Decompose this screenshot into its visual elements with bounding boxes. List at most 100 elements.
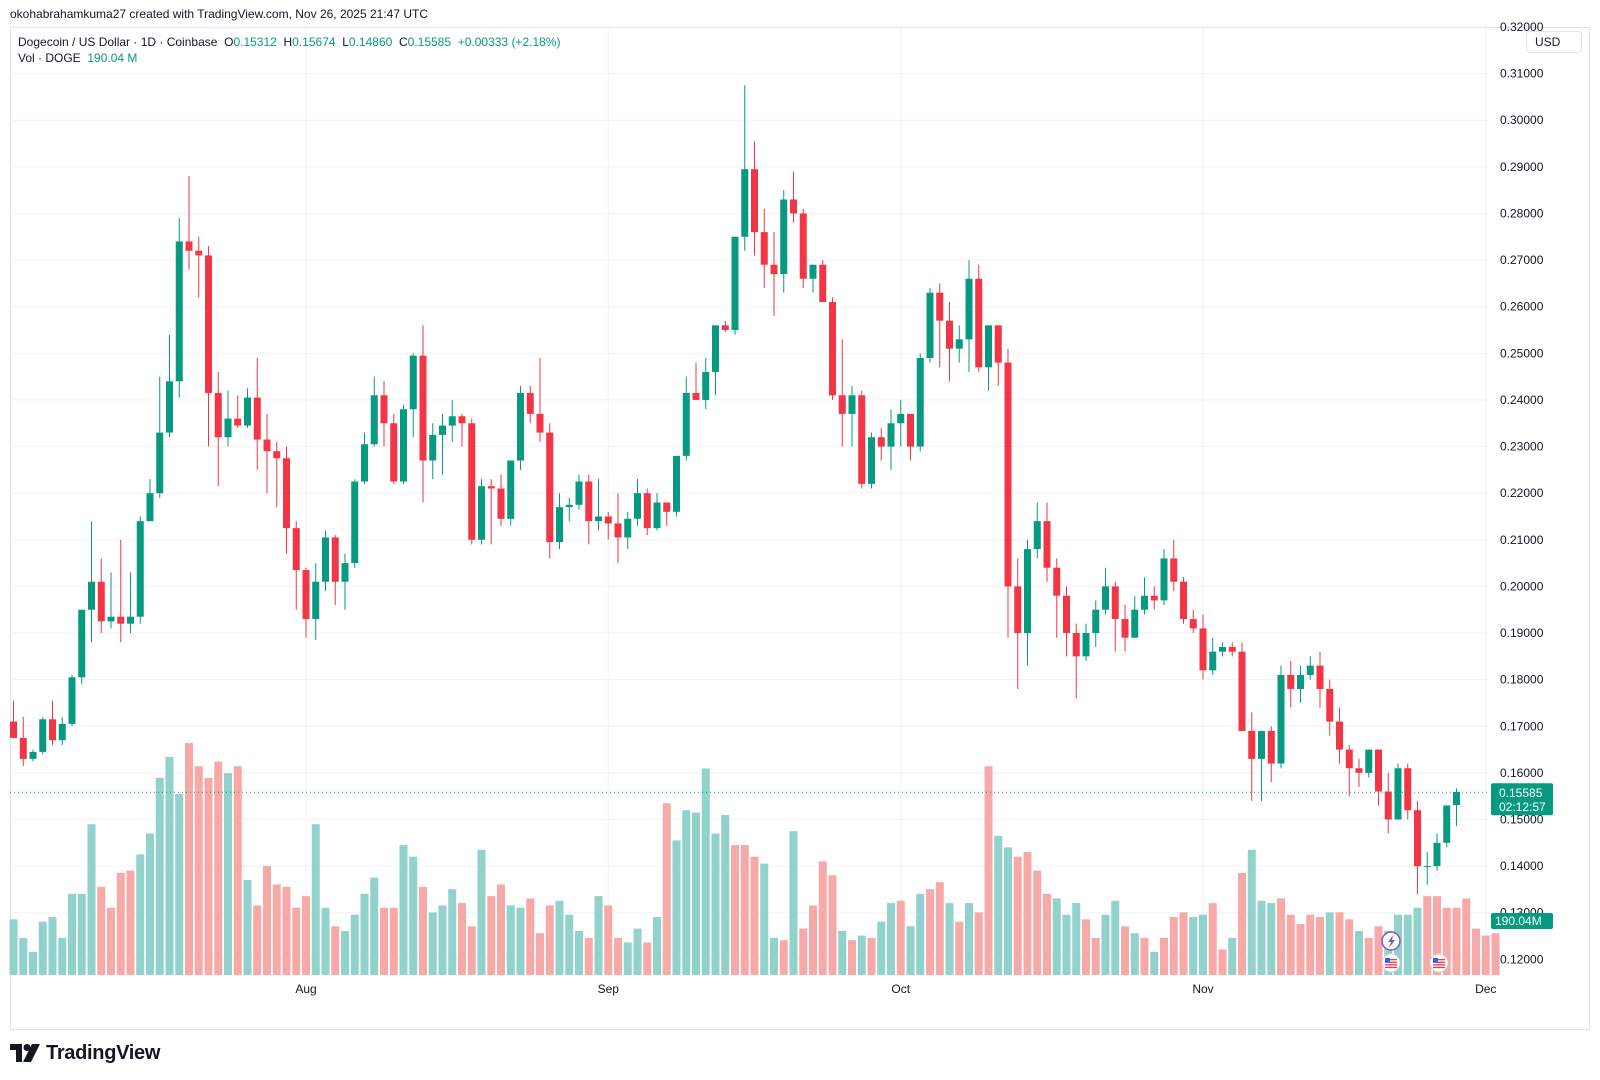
candle-body (1228, 647, 1236, 652)
volume-bar (1277, 898, 1285, 975)
candle-body (760, 232, 768, 265)
volume-bar (1267, 903, 1276, 975)
price-tick-label: 0.29000 (1500, 160, 1544, 174)
volume-bar (1238, 872, 1246, 975)
candle-body (517, 392, 524, 461)
price-tick-label: 0.20000 (1500, 579, 1544, 593)
us-flag-event-icon-dec[interactable] (1429, 953, 1449, 973)
volume-bar (194, 766, 203, 975)
volume-bar (1218, 949, 1227, 975)
flag-stripe (1385, 961, 1397, 963)
time-tick-label: Dec (1475, 982, 1496, 996)
candle-body (351, 481, 359, 564)
volume-bar (1121, 926, 1129, 975)
volume-value: 190.04 M (87, 51, 138, 65)
candle-body (224, 418, 232, 438)
candle-body (1121, 619, 1129, 638)
candle-body (1423, 866, 1431, 868)
volume-bar (965, 903, 973, 975)
candle-body (1033, 521, 1041, 550)
candle-body (1053, 567, 1061, 596)
candle-body (819, 264, 827, 303)
candle-body (1306, 665, 1314, 675)
volume-bar (1023, 852, 1032, 975)
candle-body (1160, 558, 1168, 601)
volume-bar (994, 835, 1003, 975)
volume-bar (789, 831, 798, 975)
candle-body (205, 255, 212, 393)
us-flag-event-icon[interactable] (1381, 953, 1401, 973)
volume-bar (857, 935, 866, 975)
volume-bar (175, 794, 184, 975)
symbol-title[interactable]: Dogecoin / US Dollar · 1D · Coinbase (18, 35, 218, 49)
open-label: O (224, 35, 234, 49)
currency-button[interactable]: USD (1526, 31, 1582, 53)
candle-body (1277, 674, 1285, 764)
volume-bar (282, 886, 291, 975)
candle-body (497, 488, 505, 519)
volume-bar (721, 814, 730, 975)
candle-body (361, 444, 368, 482)
candlestick-chart[interactable]: 0.32000 0.31000 0.30000 0.29000 0.28000 0.270… (0, 0, 1600, 1040)
candle-body (58, 723, 66, 741)
candle-body (848, 395, 856, 414)
candle-body (1238, 651, 1246, 731)
volume-bar (818, 861, 827, 975)
candle-body (887, 423, 895, 447)
volume-bar (1462, 898, 1471, 975)
tradingview-logo-icon (10, 1044, 40, 1062)
volume-label[interactable]: Vol · DOGE (18, 51, 81, 65)
volume-bar (1345, 919, 1354, 975)
candle-body (283, 458, 290, 529)
candle-body (1199, 628, 1207, 671)
volume-bar (692, 812, 700, 975)
price-tick-label: 0.22000 (1500, 486, 1544, 500)
volume-bar (292, 907, 301, 975)
candle-body (1414, 810, 1421, 867)
volume-bar (438, 905, 447, 975)
candle-body (741, 169, 749, 237)
chart-frame[interactable] (10, 27, 1590, 1030)
volume-bar (809, 905, 817, 975)
price-tick-label: 0.19000 (1500, 626, 1544, 640)
volume-bar (458, 903, 466, 975)
candle-body (39, 719, 47, 752)
volume-bar (1433, 896, 1441, 975)
volume-bar (526, 898, 535, 975)
candle-body (770, 264, 778, 275)
volume-bar (87, 824, 96, 975)
candle-body (1404, 768, 1412, 811)
candle-body (936, 292, 944, 321)
flag-stripe (1433, 961, 1445, 963)
high-value: 0.15674 (292, 35, 336, 49)
volume-bar (701, 768, 710, 975)
candle-body (614, 523, 622, 538)
price-tick-label: 0.18000 (1500, 673, 1544, 687)
volume-bar (1013, 856, 1022, 975)
volume-bar (243, 879, 252, 975)
price-tick-label: 0.28000 (1500, 206, 1544, 220)
lightning-event-icon[interactable] (1381, 931, 1401, 951)
candle-body (400, 409, 407, 482)
volume-bar (896, 900, 905, 975)
candle-body (858, 395, 866, 484)
volume-bar (1403, 914, 1412, 975)
candle-body (136, 521, 144, 617)
volume-bar (350, 914, 359, 975)
tradingview-logo[interactable]: TradingView (10, 1040, 160, 1066)
volume-bar (419, 886, 427, 975)
price-tick-label: 0.12000 (1500, 952, 1544, 966)
candle-body (624, 518, 632, 538)
volume-bar (545, 905, 554, 975)
volume-bar (497, 884, 505, 975)
candle-body (565, 504, 573, 508)
price-tick-label: 0.27000 (1500, 253, 1544, 267)
candle-body (1365, 749, 1373, 773)
volume-bar (1472, 928, 1480, 975)
volume-bar (360, 893, 369, 975)
volume-bar (1130, 933, 1139, 975)
candle-body (127, 616, 134, 624)
volume-bar (906, 926, 915, 975)
volume-bar (1374, 926, 1383, 975)
flag-stripe (1385, 964, 1397, 966)
